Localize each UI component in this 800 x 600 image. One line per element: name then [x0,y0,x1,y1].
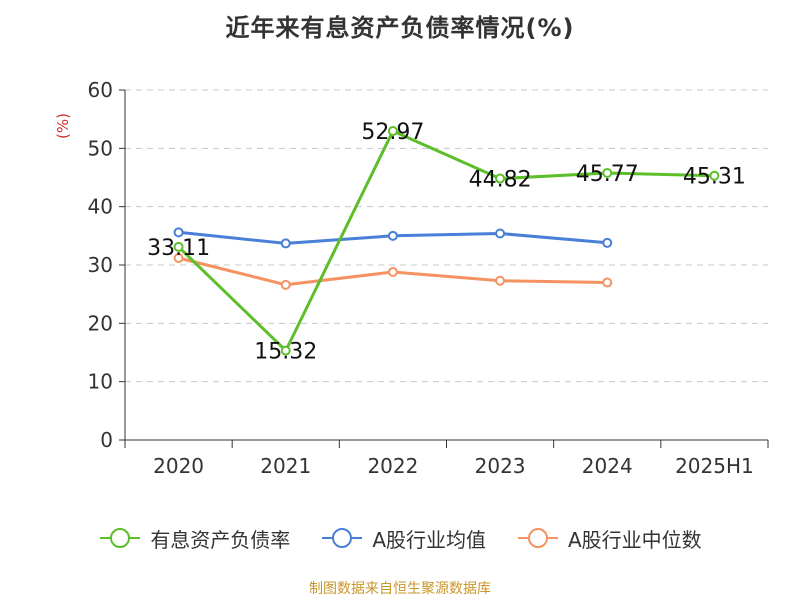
y-tick-label: 20 [88,311,113,335]
x-tick-label: 2021 [260,454,311,478]
data-point [280,238,291,249]
y-tick-label: 10 [88,370,113,394]
x-tick-label: 2024 [582,454,633,478]
y-tick-label: 60 [88,78,113,102]
data-label: 52.97 [361,120,424,145]
data-point [602,237,613,248]
data-point [173,241,184,252]
data-point [495,228,506,239]
y-tick-label: 30 [88,253,113,277]
x-tick-label: 2020 [153,454,204,478]
data-point [280,345,291,356]
y-axis-label: (%) [54,113,72,139]
legend-marker [100,528,141,548]
series-lines [173,126,720,356]
legend-circle [110,528,131,548]
y-tick-label: 0 [100,428,113,452]
y-tick-label: 50 [88,136,113,160]
legend-label: A股行业中位数 [568,527,702,552]
legend-circle [528,528,548,548]
data-point [387,126,398,137]
data-point [387,267,398,277]
y-tick-label: 40 [88,195,113,219]
legend-item[interactable]: A股行业中位数 [516,524,702,553]
chart-title: 近年来有息资产负债率情况(%) [225,14,575,42]
data-point [387,230,398,241]
x-tick-label: 2025H1 [675,454,754,478]
grid-lines [125,89,768,383]
data-point [173,227,184,238]
data-point [495,275,506,286]
data-point [173,253,184,263]
legend-label: 有息资产负债率 [150,527,291,552]
axes: 0 10 20 30 40 50 60 (%) 2020 2021 2022 2023 2024 2025… [54,78,769,478]
data-point [709,170,720,181]
x-tick-label: 2023 [475,454,526,478]
data-label: 45.31 [683,165,746,190]
data-labels: 33.11 15.32 52.97 44.82 45.77 45.31 [147,120,746,365]
x-tick-label: 2022 [367,454,418,478]
legend-item[interactable]: A股行业均值 [320,524,486,553]
legend-circle [332,528,353,548]
data-label: 45.77 [576,162,639,187]
data-label: 44.82 [469,168,532,193]
source-note: 制图数据来自恒生聚源数据库 [309,581,491,597]
legend-marker [322,528,363,548]
data-point [280,279,291,290]
data-label: 15.32 [254,340,317,365]
legend: 有息资产负债率 A股行业均值 A股行业中位数 [0,520,800,556]
series-line [177,129,716,353]
data-point [602,168,613,179]
legend-label: A股行业均值 [372,527,486,552]
legend-marker [518,528,558,548]
data-point [602,277,613,288]
data-label: 33.11 [147,236,210,261]
data-point [495,173,506,184]
legend-item[interactable]: 有息资产负债率 [98,524,290,553]
